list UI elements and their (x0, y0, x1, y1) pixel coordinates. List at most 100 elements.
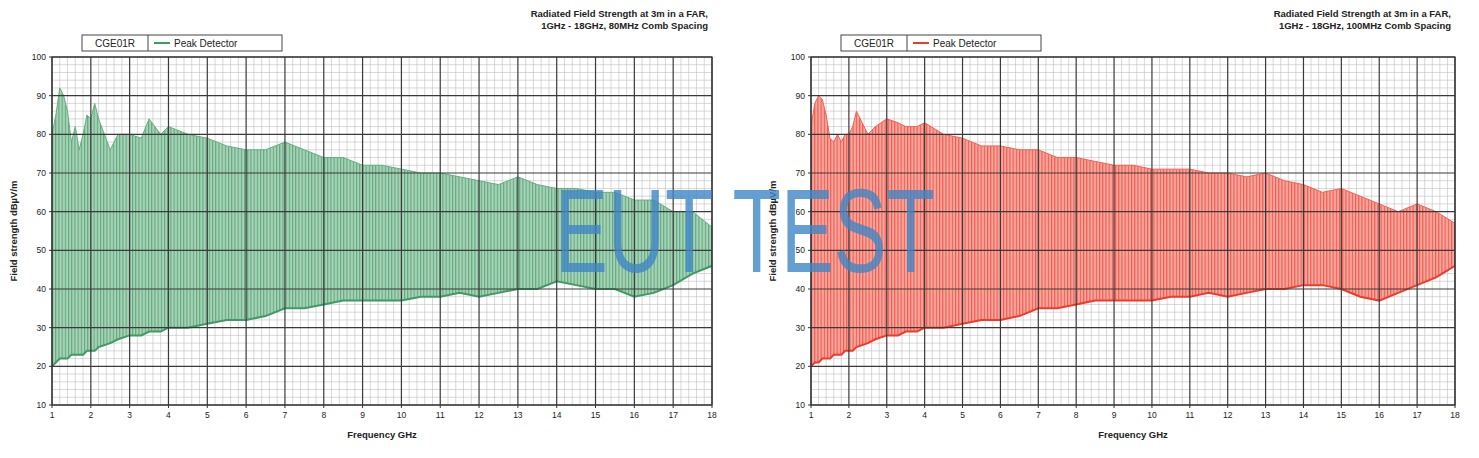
minor-grid (811, 64, 1455, 65)
x-tick-label: 18 (707, 410, 717, 420)
x-axis-label: Frequency GHz (347, 429, 417, 440)
legend-title: CGE01R (95, 38, 135, 49)
grid-line (246, 57, 247, 405)
x-tick-label: 17 (668, 410, 678, 420)
grid-line (811, 95, 1455, 96)
x-tick-label: 5 (960, 410, 965, 420)
y-tick-label: 30 (37, 323, 47, 333)
x-tick-label: 1 (50, 410, 55, 420)
x-tick-label: 10 (1147, 410, 1157, 420)
minor-grid (52, 397, 712, 398)
legend-label: Peak Detector (933, 38, 997, 49)
minor-grid (811, 343, 1455, 344)
legend-divider (907, 35, 908, 51)
minor-grid (811, 374, 1455, 375)
x-tick-label: 2 (88, 410, 93, 420)
grid-line (284, 57, 285, 405)
minor-grid (811, 103, 1455, 104)
x-tick-label: 13 (513, 410, 523, 420)
minor-grid (52, 64, 712, 65)
grid-line (1265, 57, 1266, 405)
grid-line (52, 366, 712, 367)
x-tick-label: 16 (630, 410, 640, 420)
x-tick-label: 14 (1299, 410, 1309, 420)
y-tick-label: 20 (796, 361, 806, 371)
y-axis-label: Field strength dBµV/m (8, 180, 19, 281)
minor-grid (52, 87, 712, 88)
grid-line (811, 366, 1455, 367)
grid-line (811, 327, 1455, 328)
minor-grid (52, 80, 712, 81)
x-tick-label: 8 (1074, 410, 1079, 420)
grid-line (129, 57, 130, 405)
x-tick-label: 4 (166, 410, 171, 420)
minor-grid (811, 350, 1455, 351)
x-tick-label: 11 (436, 410, 445, 420)
y-tick-label: 90 (796, 91, 806, 101)
grid-line (90, 57, 91, 405)
grid-line (1113, 57, 1114, 405)
x-tick-label: 1 (809, 410, 814, 420)
grid-line (1151, 57, 1152, 405)
grid-line (1000, 57, 1001, 405)
x-tick-label: 18 (1450, 410, 1460, 420)
minor-grid (52, 72, 712, 73)
minor-grid (811, 118, 1455, 119)
legend-divider (148, 35, 149, 51)
minor-grid (52, 374, 712, 375)
grid-line (401, 57, 402, 405)
y-tick-label: 80 (796, 129, 806, 139)
grid-line (811, 134, 1455, 135)
minor-grid (52, 118, 712, 119)
y-tick-label: 20 (37, 361, 47, 371)
y-tick-label: 90 (37, 91, 47, 101)
grid-line (207, 57, 208, 405)
minor-grid (811, 87, 1455, 88)
grid-line (52, 327, 712, 328)
legend-title: CGE01R (854, 38, 894, 49)
x-tick-label: 10 (397, 410, 407, 420)
legend-label: Peak Detector (174, 38, 238, 49)
grid-line (362, 57, 363, 405)
y-tick-label: 100 (791, 52, 805, 62)
legend-box (841, 35, 1041, 51)
minor-grid (52, 103, 712, 104)
title: Radiated Field Strength at 3m in a FAR, (531, 8, 708, 19)
y-tick-label: 10 (796, 400, 806, 410)
x-tick-label: 9 (360, 410, 365, 420)
grid-line (52, 95, 712, 96)
grid-line (1189, 57, 1190, 405)
y-tick-label: 100 (32, 52, 46, 62)
minor-grid (811, 111, 1455, 112)
subtitle: 1GHz - 18GHz, 100MHz Comb Spacing (1279, 20, 1451, 31)
legend: CGE01R Peak Detector (841, 35, 1041, 51)
minor-grid (52, 358, 712, 359)
grid-line (1341, 57, 1342, 405)
x-tick-label: 8 (321, 410, 326, 420)
x-tick-label: 15 (1337, 410, 1347, 420)
subtitle: 1GHz - 18GHz, 80MHz Comb Spacing (541, 20, 708, 31)
x-tick-label: 16 (1375, 410, 1385, 420)
minor-grid (52, 389, 712, 390)
x-tick-label: 3 (884, 410, 889, 420)
grid-line (1417, 57, 1418, 405)
legend-swatch (913, 42, 929, 44)
watermark: EUT TEST (555, 165, 935, 297)
x-tick-label: 2 (847, 410, 852, 420)
grid-line (168, 57, 169, 405)
grid-line (1227, 57, 1228, 405)
y-tick-label: 70 (37, 168, 47, 178)
x-tick-label: 14 (552, 410, 562, 420)
grid-line (1038, 57, 1039, 405)
minor-grid (811, 389, 1455, 390)
minor-grid (811, 358, 1455, 359)
minor-grid (811, 80, 1455, 81)
figure: 1234567891011121314151617181020304050607… (0, 0, 1479, 458)
x-axis-label: Frequency GHz (1098, 429, 1168, 440)
title: Radiated Field Strength at 3m in a FAR, (1274, 8, 1451, 19)
minor-grid (52, 335, 712, 336)
x-tick-label: 11 (1185, 410, 1194, 420)
x-tick-label: 4 (922, 410, 927, 420)
y-tick-label: 80 (37, 129, 47, 139)
x-tick-label: 7 (1036, 410, 1041, 420)
